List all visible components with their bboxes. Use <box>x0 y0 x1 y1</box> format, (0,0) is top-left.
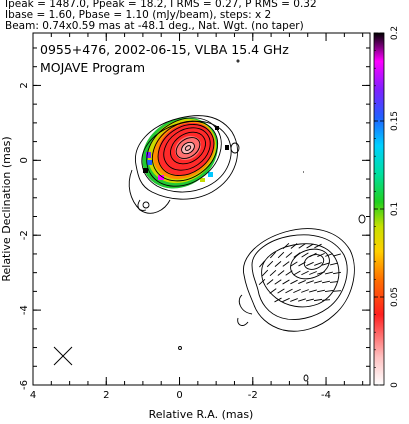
polarization-vectors <box>258 242 342 303</box>
core-polarization-patch <box>142 117 229 189</box>
colorbar-tick-label: 0.15 <box>390 111 400 131</box>
polarization-vector <box>306 243 314 249</box>
polarization-vector <box>313 298 323 302</box>
polarization-vector <box>266 279 274 285</box>
polarization-vector <box>298 243 306 249</box>
jet-contours <box>237 228 355 332</box>
polarization-vector <box>301 270 309 276</box>
polarization-vector <box>321 280 331 284</box>
x-axis-label: Relative R.A. (mas) <box>149 408 254 421</box>
plot-frame <box>32 32 371 386</box>
header-line-1: Ipeak = 1487.0, Ppeak = 18.2, I RMS = 0.… <box>5 0 317 10</box>
polarization-vector <box>261 269 269 277</box>
colorbar-tick-label: 0 <box>390 382 400 388</box>
polarization-vector <box>309 289 317 293</box>
header-line-2: Ibase = 1.60, Pbase = 1.10 (mJy/beam), s… <box>5 9 272 21</box>
polarization-vector <box>322 262 330 266</box>
polarization-vector <box>298 298 306 302</box>
polarization-vector <box>259 260 265 268</box>
polarization-vector <box>274 279 282 285</box>
polarization-vector <box>301 289 309 293</box>
polarization-vector <box>306 298 314 302</box>
polarization-vector <box>285 252 293 258</box>
polarization-vector <box>317 252 325 258</box>
y-tick-label: 0 <box>19 157 30 163</box>
polarization-vector <box>282 261 290 267</box>
map-content <box>53 59 366 382</box>
polarization-vector <box>316 289 326 293</box>
colorbar-tick-label: 0.05 <box>390 287 400 307</box>
polarization-vector <box>269 288 277 294</box>
polarization-vector <box>314 280 322 284</box>
polarization-vector <box>324 289 334 293</box>
axis-ticks <box>32 33 370 386</box>
polarization-vector <box>325 271 333 275</box>
axis-tick-labels: 4 2 0 -2 -4 2 0 -2 -4 -6 <box>19 82 331 401</box>
polarization-vector <box>290 261 298 267</box>
polarization-vector <box>314 262 322 266</box>
polarization-vector <box>332 271 342 275</box>
polarization-vector <box>321 299 331 301</box>
polarization-vector <box>269 251 277 259</box>
polarization-vector <box>306 261 314 267</box>
x-tick-label: 2 <box>103 390 109 401</box>
polarization-vector <box>309 271 317 275</box>
colorbar-tick-label: 0.2 <box>390 26 400 40</box>
polarization-vector <box>282 297 290 303</box>
y-tick-label: 2 <box>19 82 30 88</box>
polarization-vector <box>269 269 277 277</box>
polarization-vector <box>293 270 301 276</box>
polarization-vector <box>277 270 285 276</box>
core-contours <box>128 115 240 214</box>
polarization-vector <box>277 288 285 294</box>
polarization-vector <box>290 279 298 285</box>
plot-title: 0955+476, 2002-06-15, VLBA 15.4 GHz <box>40 42 289 57</box>
polarization-vector <box>290 298 298 302</box>
polarization-vector <box>325 253 333 257</box>
polarization-vector <box>298 280 306 284</box>
header-line-3: Beam: 0.74x0.59 mas at -48.1 deg., Nat. … <box>5 20 304 32</box>
polarization-vector <box>330 262 338 266</box>
polarization-vector <box>332 290 342 292</box>
plot-subtitle: MOJAVE Program <box>40 60 146 75</box>
polarization-vector <box>301 252 309 258</box>
x-tick-label: 0 <box>176 390 182 401</box>
polarization-vector <box>298 261 306 267</box>
y-tick-label: -6 <box>19 380 30 390</box>
x-tick-label: -2 <box>248 390 258 401</box>
y-axis-label: Relative Declination (mas) <box>0 136 13 281</box>
polarization-vector <box>277 251 285 259</box>
polarization-vector <box>293 252 301 258</box>
polarization-vector <box>274 297 282 303</box>
polarization-vector <box>317 271 325 275</box>
x-tick-label: -4 <box>321 390 331 401</box>
polarization-vector <box>309 252 317 258</box>
polarization-vector <box>285 270 293 276</box>
polarization-vector <box>282 242 290 250</box>
y-tick-label: -4 <box>19 305 30 315</box>
polarization-vector <box>293 288 301 294</box>
polarization-vector <box>290 243 298 249</box>
colorbar-tick-label: 0.1 <box>390 202 400 216</box>
polarization-vector <box>329 281 339 283</box>
polarization-vector <box>274 261 282 267</box>
polarization-vector <box>258 278 266 286</box>
colorbar-ticks: 0 0.05 0.1 0.15 0.2 <box>374 26 400 388</box>
polarization-vector <box>285 288 293 294</box>
polarization-vector <box>333 253 341 257</box>
polarization-vector <box>306 280 314 284</box>
polarization-vector <box>282 279 290 285</box>
y-tick-label: -2 <box>19 230 30 240</box>
beam-ellipse-marker <box>53 346 73 366</box>
x-tick-label: 4 <box>30 390 36 401</box>
polarization-vector <box>266 260 274 268</box>
noise-contours <box>178 59 366 382</box>
polarization-vector <box>314 243 322 249</box>
